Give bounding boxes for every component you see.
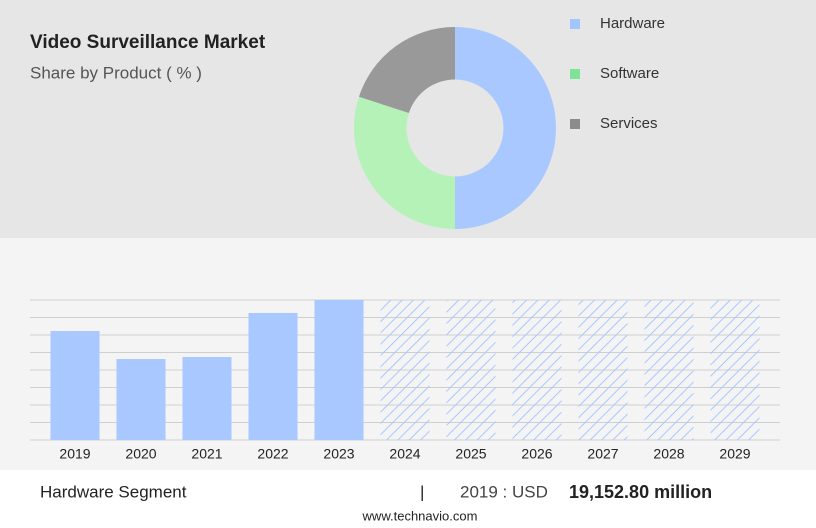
bar	[314, 300, 364, 440]
forecast-placeholder	[644, 300, 694, 440]
x-tick-label: 2022	[257, 446, 288, 462]
source: www.technavio.com	[362, 508, 478, 523]
forecast-placeholder	[578, 300, 628, 440]
legend-label: Hardware	[600, 15, 665, 32]
forecast-placeholder	[446, 300, 496, 440]
x-tick-label: 2025	[455, 446, 486, 462]
x-tick-label: 2020	[125, 446, 156, 462]
x-tick-label: 2019	[59, 446, 90, 462]
legend-swatch	[570, 119, 580, 129]
donut-slice	[358, 27, 455, 114]
legend-swatch	[570, 19, 580, 29]
forecast-placeholder	[380, 300, 430, 440]
highlight-value: 19,152.80 million	[569, 482, 712, 502]
x-tick-label: 2026	[521, 446, 552, 462]
bar	[116, 359, 166, 440]
x-tick-label: 2023	[323, 446, 354, 462]
separator: |	[420, 482, 424, 501]
legend-swatch	[570, 69, 580, 79]
bar	[248, 312, 298, 440]
x-tick-label: 2028	[653, 446, 684, 462]
year-label: 2019 : USD	[460, 482, 548, 501]
segment-label: Hardware Segment	[40, 482, 187, 501]
x-tick-label: 2021	[191, 446, 222, 462]
x-tick-label: 2029	[719, 446, 750, 462]
chart-title: Video Surveillance Market	[30, 32, 266, 53]
forecast-placeholder	[512, 300, 562, 440]
donut-slice	[353, 96, 455, 230]
legend-label: Software	[600, 65, 659, 82]
x-tick-label: 2027	[587, 446, 618, 462]
bar	[182, 357, 232, 440]
x-tick-label: 2024	[389, 446, 420, 462]
chart-subtitle: Share by Product ( % )	[30, 63, 202, 82]
bar	[50, 331, 100, 440]
donut-slice	[455, 27, 556, 229]
forecast-placeholder	[710, 300, 760, 440]
legend-label: Services	[600, 115, 658, 132]
